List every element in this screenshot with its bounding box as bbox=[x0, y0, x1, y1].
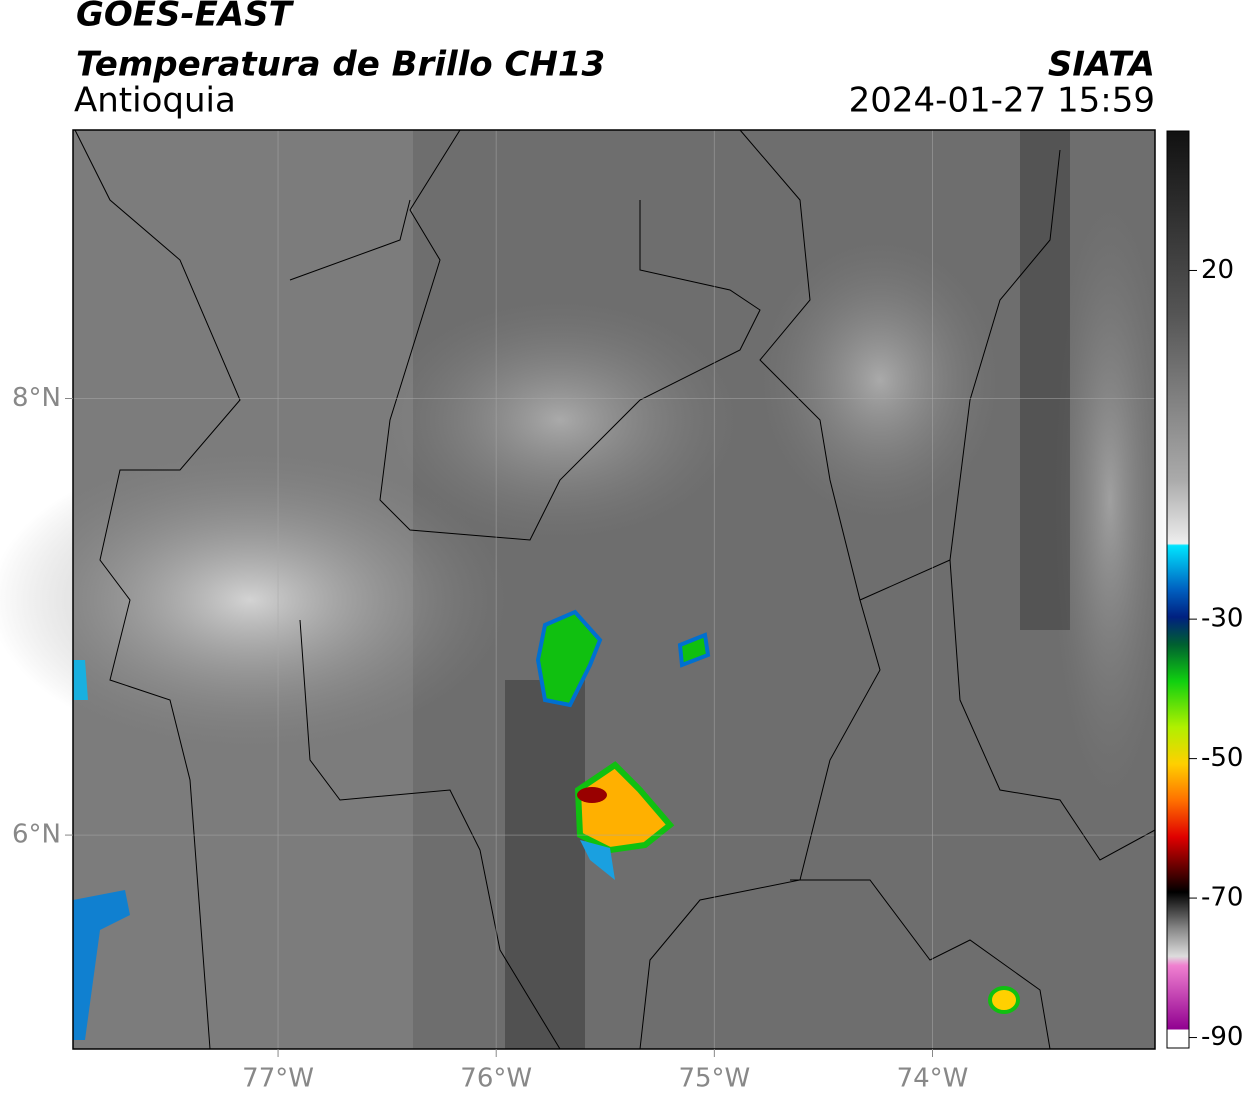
map-image bbox=[0, 129, 1170, 1050]
colorbar-label: -50 bbox=[1201, 743, 1243, 773]
x-tick-label: 77°W bbox=[242, 1064, 314, 1094]
region: Antioquia bbox=[74, 81, 236, 121]
map-frame bbox=[72, 129, 1156, 1050]
datetime: 2024-01-27 15:59 bbox=[849, 81, 1155, 121]
colorbar-label: -90 bbox=[1201, 1022, 1243, 1052]
title: GOES-EAST bbox=[76, 0, 295, 35]
x-tick-label: 74°W bbox=[897, 1064, 969, 1094]
subtitle: Temperatura de Brillo CH13 bbox=[76, 45, 605, 85]
colorbar-label: -30 bbox=[1201, 604, 1243, 634]
x-tick-label: 75°W bbox=[678, 1064, 750, 1094]
source: SIATA bbox=[1048, 45, 1155, 85]
colorbar-label: -70 bbox=[1201, 883, 1243, 913]
x-tick-label: 76°W bbox=[460, 1064, 532, 1094]
y-tick-label: 6°N bbox=[12, 820, 61, 850]
colorbar bbox=[1166, 130, 1190, 1049]
y-tick-label: 8°N bbox=[12, 383, 61, 413]
colorbar-label: 20 bbox=[1201, 255, 1234, 285]
